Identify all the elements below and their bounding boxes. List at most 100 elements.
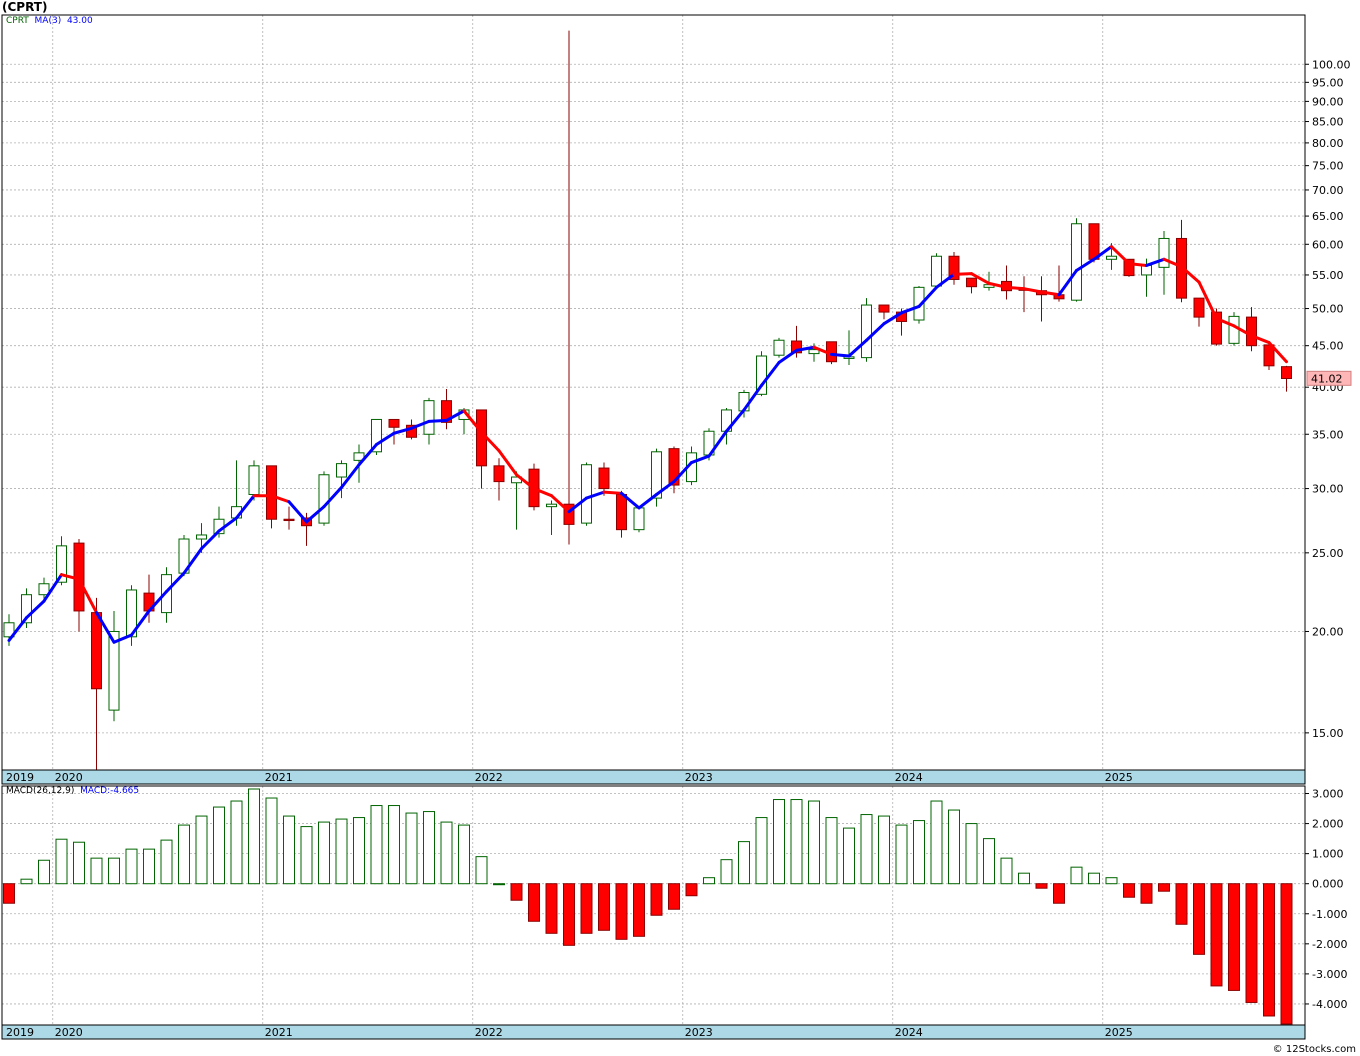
candle (1193, 297, 1205, 327)
candle-body (248, 465, 260, 496)
candle-body (581, 464, 592, 524)
candle (318, 471, 330, 526)
price-tick-label: 65.00 (1312, 210, 1344, 223)
macd-bar (125, 848, 138, 885)
ma-segment (1180, 265, 1201, 284)
candle (91, 597, 102, 770)
candle-body (353, 452, 365, 461)
ma-segment (112, 633, 133, 644)
ma-segment (777, 348, 798, 365)
ma-segment (217, 516, 238, 533)
ma-segment (480, 430, 501, 453)
ma-segment (200, 529, 221, 551)
candle-body (1211, 311, 1222, 345)
candle (1176, 219, 1187, 303)
candle-body (21, 594, 32, 624)
candle (511, 471, 522, 530)
year-label: 2025 (1105, 771, 1133, 784)
macd-bar (1158, 883, 1170, 892)
macd-tick-label: -1.000 (1312, 908, 1347, 921)
candle (1211, 308, 1222, 346)
macd-bar (528, 883, 540, 922)
ma-segment (987, 281, 1008, 289)
year-label: 2019 (6, 771, 34, 784)
candle (598, 462, 610, 496)
macd-frame (1, 785, 1306, 1026)
candle-body (931, 255, 942, 287)
macd-bar (143, 848, 155, 885)
macd-bar (598, 883, 610, 931)
watermark: © 12Stocks.com (1272, 1044, 1356, 1055)
macd-bar (860, 814, 873, 885)
candle-body (773, 339, 785, 356)
ma-segment (235, 494, 256, 520)
ma-segment (672, 461, 693, 484)
ma-segment (620, 491, 641, 510)
candle (651, 448, 662, 507)
macd-bar (1053, 883, 1065, 904)
macd-bar (90, 857, 103, 885)
ma-segment (690, 454, 711, 465)
candle (668, 446, 680, 494)
ma-segment (270, 494, 291, 504)
macd-bar (458, 824, 470, 885)
year-label: 2019 (6, 1026, 34, 1039)
price-tick-label: 25.00 (1312, 547, 1344, 560)
candle-body (56, 545, 67, 583)
macd-bar (248, 788, 260, 885)
ma-segment (42, 573, 63, 603)
macd-bar (703, 877, 715, 885)
candle (773, 337, 785, 358)
macd-bar (38, 859, 50, 885)
macd-bar (738, 841, 750, 885)
macd-bar (213, 806, 225, 885)
price-frame (1, 14, 1306, 771)
ma-segment (1075, 257, 1096, 272)
macd-bar (1175, 883, 1188, 925)
macd-bar (1210, 883, 1223, 987)
candle (843, 330, 855, 365)
candle-body (493, 465, 505, 483)
macd-tick-label: -3.000 (1312, 968, 1347, 981)
price-tick-label: 55.00 (1312, 269, 1344, 282)
year-label: 2022 (475, 1026, 503, 1039)
legend-symbol: CPRT (6, 16, 29, 26)
ma-segment (1022, 287, 1043, 294)
ma-segment (1215, 317, 1236, 328)
price-tick-label: 15.00 (1312, 727, 1344, 740)
ma-segment (865, 322, 886, 342)
ma-segment (970, 272, 991, 285)
ma-segment (1197, 280, 1218, 321)
price-tick-label: 100.00 (1312, 58, 1351, 71)
macd-bar (913, 820, 925, 885)
year-label: 2023 (685, 1026, 713, 1039)
candle (476, 409, 487, 489)
price-tick-label: 30.00 (1312, 483, 1344, 496)
ma-segment (725, 408, 746, 433)
candle-body (1071, 223, 1082, 301)
ma-segment (1162, 257, 1183, 269)
macd-bar (720, 859, 733, 885)
ma-segment (1110, 245, 1131, 266)
ma-segment (410, 419, 431, 430)
legend-ma-value: 43.00 (66, 16, 93, 26)
candle-body (126, 589, 137, 638)
candle-body (1106, 255, 1117, 260)
macd-bar (790, 799, 803, 885)
ma-segment (707, 429, 728, 458)
macd-bar (808, 800, 820, 885)
macd-bar (1070, 866, 1083, 885)
candle-body (966, 277, 977, 288)
ma-line (7, 245, 1288, 644)
ma-segment (795, 345, 816, 352)
macd-bar (265, 797, 278, 885)
candle-body (266, 465, 277, 520)
macd-bar (178, 824, 190, 885)
macd-bar (388, 805, 400, 885)
candle-body (1228, 315, 1240, 344)
ma-segment (165, 571, 186, 594)
macd-bar (108, 857, 120, 885)
ma-segment (550, 494, 571, 514)
ma-segment (462, 409, 483, 434)
year-label: 2024 (895, 1026, 923, 1039)
